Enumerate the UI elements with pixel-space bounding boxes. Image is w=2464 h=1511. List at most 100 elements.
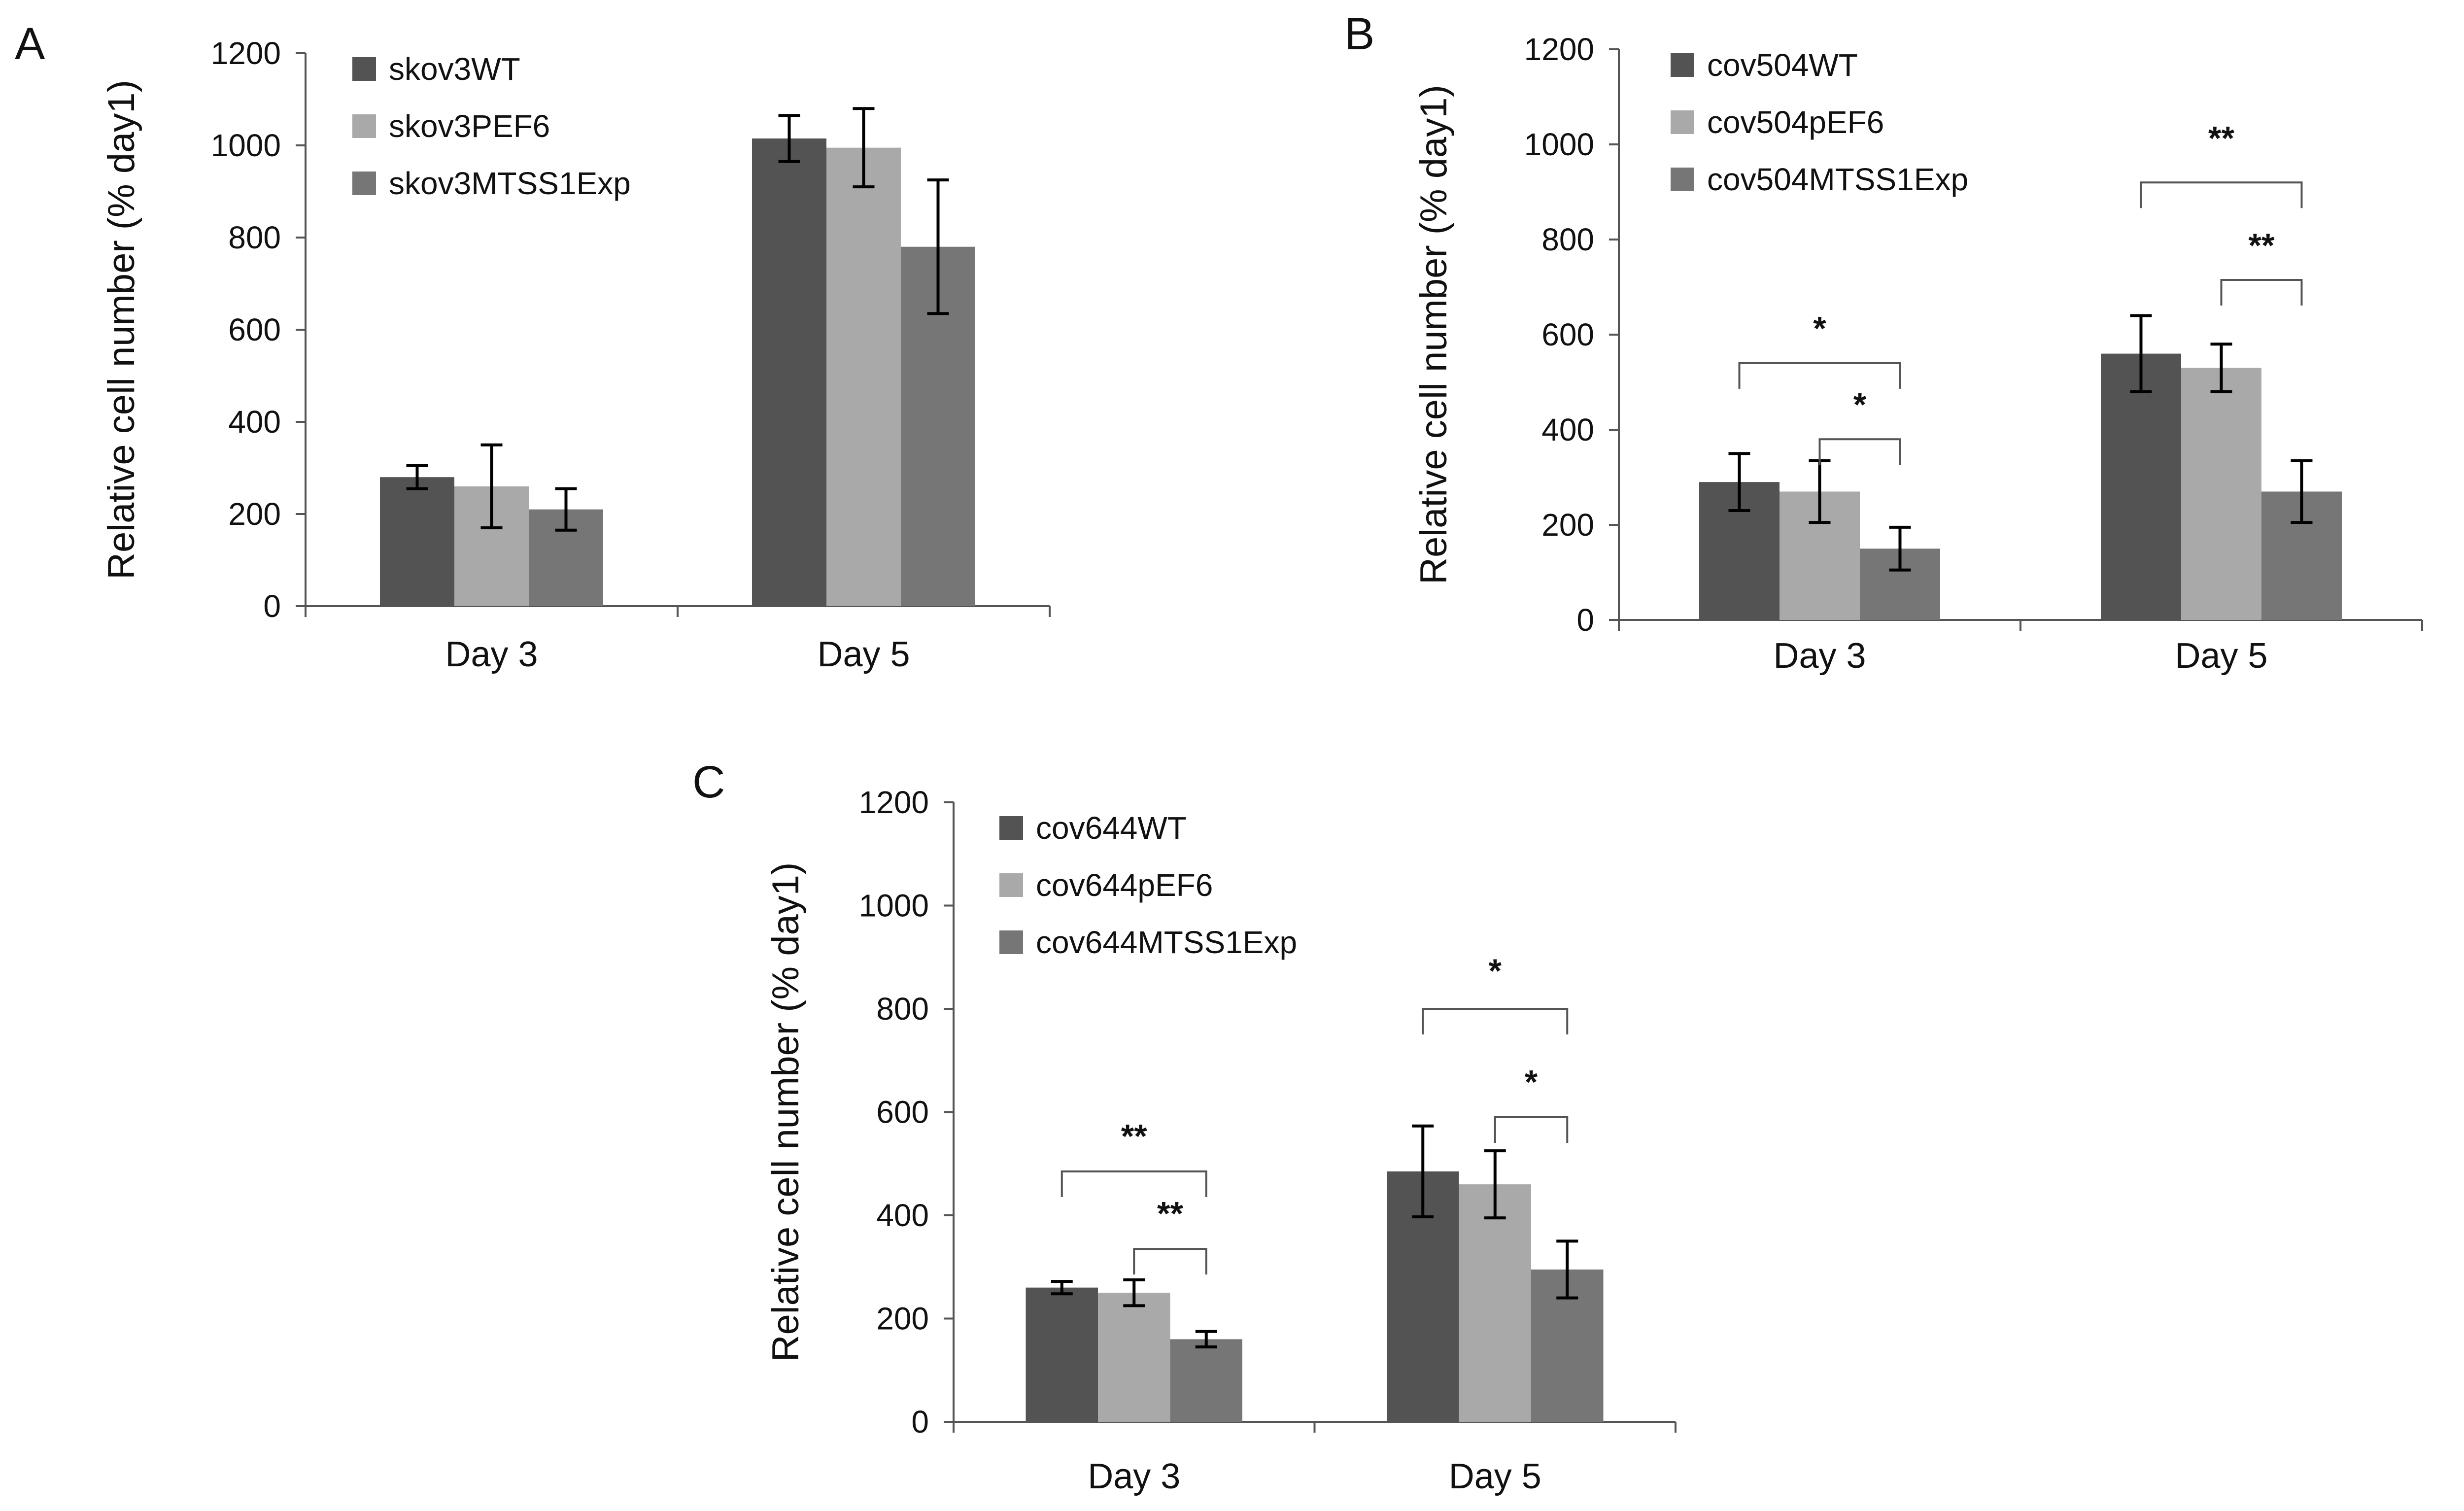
y-tick-label: 0: [1576, 602, 1594, 638]
y-axis-title: Relative cell number (% day1): [765, 862, 807, 1362]
legend-swatch: [999, 873, 1023, 897]
y-tick-label: 400: [1541, 412, 1594, 447]
error-bar: [778, 114, 800, 163]
significance-bracket: **: [2140, 120, 2303, 208]
error-bar: [1556, 1239, 1578, 1300]
legend-swatch: [1671, 110, 1694, 134]
x-category-label: Day 5: [2175, 636, 2267, 676]
legend-swatch: [352, 114, 376, 138]
legend-label: cov504MTSS1Exp: [1707, 162, 1968, 197]
error-bar: [555, 487, 577, 532]
bar-cov644MTSS1Exp-day-3: [1170, 1339, 1242, 1422]
legend-entry: skov3WT: [352, 51, 520, 87]
legend-entry: cov644pEF6: [999, 867, 1213, 903]
legend-entry: cov504pEF6: [1671, 104, 1884, 140]
bracket-line: [1133, 1248, 1207, 1275]
significance-label: *: [1489, 952, 1502, 990]
bracket-line: [2140, 181, 2303, 208]
legend-label: cov504pEF6: [1707, 104, 1884, 140]
bar-skov3PEF6-day-5: [826, 147, 901, 606]
error-bar: [480, 443, 503, 530]
error-bar: [1484, 1149, 1506, 1220]
error-bar: [2130, 314, 2152, 393]
y-tick-label: 400: [228, 404, 281, 440]
significance-bracket: **: [2220, 227, 2303, 306]
legend-label: cov644WT: [1036, 810, 1187, 846]
legend-label: cov504WT: [1707, 47, 1858, 83]
chart-panel-c: C 0 200 400 600 800 1000 1200 Relative cell numb…: [692, 757, 1677, 1496]
bar-cov644pEF6-day-5: [1459, 1184, 1531, 1422]
error-bar: [853, 107, 875, 189]
legend-entry: cov644MTSS1Exp: [999, 925, 1297, 960]
x-category-label: Day 3: [445, 635, 538, 674]
error-bar: [1412, 1124, 1434, 1219]
y-tick-label: 1200: [859, 785, 929, 820]
legend-label: cov644MTSS1Exp: [1036, 925, 1297, 960]
bracket-line: [1061, 1170, 1207, 1197]
error-bar: [406, 464, 428, 490]
x-category-label: Day 3: [1773, 636, 1866, 676]
y-tick-label: 0: [263, 588, 281, 624]
y-tick-label: 1000: [859, 888, 929, 924]
y-tick-label: 200: [228, 496, 281, 532]
significance-label: **: [1121, 1117, 1147, 1155]
error-bar: [927, 178, 949, 315]
y-tick-label: 1200: [211, 35, 281, 71]
significance-bracket: *: [1738, 310, 1901, 389]
bar-cov504WT-day-5: [2101, 353, 2181, 620]
significance-bracket: *: [1422, 952, 1569, 1034]
significance-bracket: *: [1494, 1063, 1569, 1143]
chart-panel-b: B 0 200 400 600 800 1000 1200 Relative cell numb…: [1344, 9, 2423, 676]
y-tick-label: 1000: [1524, 127, 1594, 162]
legend-entry: cov504MTSS1Exp: [1671, 162, 1968, 197]
legend-swatch: [999, 816, 1023, 840]
significance-label: **: [2208, 120, 2234, 157]
bracket-line: [2220, 279, 2303, 306]
bar-skov3WT-day-3: [380, 477, 454, 606]
legend-swatch: [352, 57, 376, 81]
bracket-line: [1422, 1008, 1569, 1034]
y-tick-label: 1200: [1524, 32, 1594, 67]
error-bar: [1889, 525, 1911, 572]
error-bar: [2291, 459, 2313, 524]
significance-bracket: **: [1133, 1195, 1207, 1275]
y-tick-label: 800: [1541, 222, 1594, 257]
error-bar: [1728, 452, 1750, 513]
y-tick-label: 200: [1541, 507, 1594, 543]
y-tick-label: 1000: [211, 128, 281, 163]
y-axis-title: Relative cell number (% day1): [1413, 85, 1455, 584]
significance-label: **: [1157, 1195, 1183, 1233]
panel-letter: B: [1344, 9, 1374, 59]
y-tick-label: 400: [876, 1198, 929, 1233]
significance-label: *: [1813, 310, 1826, 347]
y-tick-label: 600: [1541, 317, 1594, 352]
y-tick-label: 600: [876, 1095, 929, 1130]
panel-letter: C: [692, 757, 725, 807]
legend-label: skov3PEF6: [389, 108, 550, 144]
chart-panel-a: A 0 200 400 600 800 1000 1200 Relative cell numb…: [15, 19, 1051, 674]
significance-label: *: [1525, 1063, 1538, 1100]
legend-swatch: [1671, 168, 1694, 191]
legend-swatch: [999, 930, 1023, 954]
legend-entry: skov3MTSS1Exp: [352, 166, 631, 201]
x-category-label: Day 5: [1449, 1457, 1541, 1496]
error-bar: [1123, 1278, 1145, 1307]
significance-label: *: [1853, 386, 1867, 423]
bracket-line: [1494, 1116, 1569, 1143]
legend-entry: cov504WT: [1671, 47, 1858, 83]
legend-entry: cov644WT: [999, 810, 1187, 846]
legend-entry: skov3PEF6: [352, 108, 550, 144]
significance-bracket: *: [1818, 386, 1901, 465]
bracket-line: [1818, 438, 1901, 465]
bar-cov644pEF6-day-3: [1098, 1293, 1170, 1422]
significance-label: **: [2249, 227, 2275, 264]
legend-label: skov3WT: [389, 51, 520, 87]
error-bar: [1195, 1330, 1217, 1349]
bar-skov3WT-day-5: [752, 138, 826, 607]
bar-cov644WT-day-3: [1026, 1287, 1098, 1422]
bar-cov504pEF6-day-5: [2181, 368, 2261, 620]
bracket-line: [1738, 362, 1901, 389]
legend-label: skov3MTSS1Exp: [389, 166, 631, 201]
legend-swatch: [352, 172, 376, 195]
